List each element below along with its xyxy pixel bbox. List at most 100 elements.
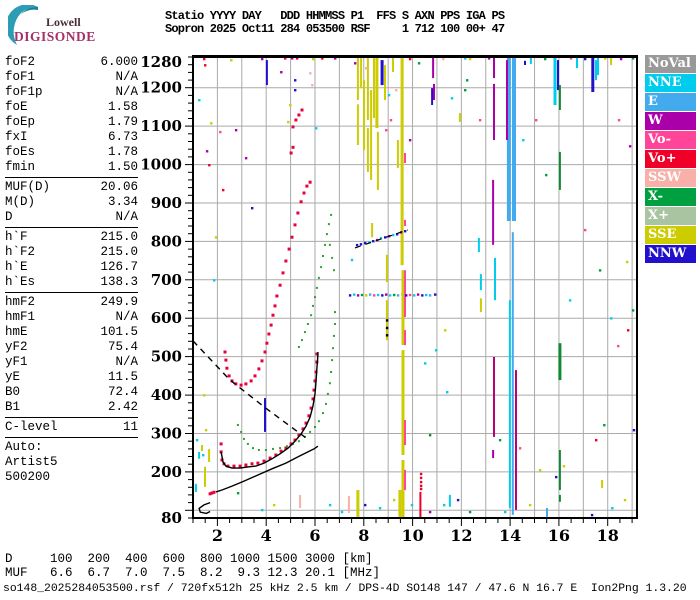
param-value: 20.06 (100, 180, 138, 194)
legend-item-x+: X+ (645, 207, 696, 225)
param-label: hmF1 (5, 310, 36, 324)
legend-item-nne: NNE (645, 74, 696, 92)
panel-divider (5, 227, 138, 228)
svg-text:16: 16 (548, 526, 570, 545)
panel-divider (5, 177, 138, 178)
panel-param-row: hmF2 249.9 (5, 295, 138, 310)
trace-artist-fitted-trace (220, 352, 319, 469)
param-label: h`F (5, 230, 28, 244)
param-value: 1.58 (107, 100, 138, 114)
param-label: h`F2 (5, 245, 36, 259)
panel-text-row: Auto: (5, 440, 43, 454)
y-axis-labels: 1280 1200 1100 1000 900 800 700 600 500 400 300 200… (140, 53, 182, 527)
param-value: 138.3 (100, 275, 138, 289)
param-label: foF1p (5, 85, 43, 99)
legend-item-x-: X- (645, 188, 696, 206)
panel-param-row: foF2 6.000 (5, 55, 138, 70)
svg-text:1280: 1280 (140, 53, 182, 71)
logo-text-digisonde: DIGISONDE (14, 29, 96, 44)
panel-param-row: h`E 126.7 (5, 260, 138, 275)
trace-artist-profile (215, 445, 319, 493)
grid (193, 57, 637, 518)
muf-row: MUF 6.6 6.7 7.0 7.5 8.2 9.3 12.3 20.1 [M… (5, 566, 381, 580)
param-label: M(D) (5, 195, 36, 209)
panel-param-row: yE 11.5 (5, 370, 138, 385)
legend-item-noval: NoVal (645, 55, 696, 73)
panel-param-row: hmF1 N/A (5, 310, 138, 325)
param-label: fmin (5, 160, 36, 174)
param-label: yE (5, 370, 21, 384)
param-value: N/A (115, 310, 138, 324)
param-value: 215.0 (100, 245, 138, 259)
param-value: 101.5 (100, 325, 138, 339)
panel-param-row: yF1 N/A (5, 355, 138, 370)
panel-text-row: 500200 (5, 470, 51, 484)
panel-divider (5, 292, 138, 293)
param-label: B1 (5, 400, 21, 414)
svg-text:1100: 1100 (140, 117, 182, 135)
trace-artist-profile-hook (198, 501, 211, 515)
rfi-stripes (194, 57, 613, 518)
param-label: h`E (5, 260, 28, 274)
svg-text:12: 12 (450, 526, 472, 545)
panel-param-row: foEs 1.78 (5, 145, 138, 160)
panel-param-row: h`Es 138.3 (5, 275, 138, 290)
panel-text-row: Artist5 (5, 455, 58, 469)
svg-text:18: 18 (597, 526, 619, 545)
trace-multi-hop-dashed (354, 229, 408, 249)
svg-text:2: 2 (212, 526, 223, 545)
svg-text:500: 500 (151, 348, 182, 366)
param-value: 249.9 (100, 295, 138, 309)
param-label: D (5, 210, 13, 224)
param-label: hmE (5, 325, 28, 339)
svg-text:600: 600 (151, 309, 182, 327)
distance-row: D 100 200 400 600 800 1000 1500 3000 [km… (5, 552, 373, 566)
param-value: 6.000 (100, 55, 138, 69)
param-value: N/A (115, 70, 138, 84)
legend-item-e: E (645, 93, 696, 111)
file-info-row: so148_2025284053500.rsf / 720fx512h 25 k… (3, 583, 687, 595)
svg-text:1000: 1000 (140, 156, 182, 174)
param-value: 215.0 (100, 230, 138, 244)
param-label: foEp (5, 115, 36, 129)
panel-param-row: M(D) 3.34 (5, 195, 138, 210)
svg-text:8: 8 (358, 526, 369, 545)
param-value: 126.7 (100, 260, 138, 274)
legend-item-sse: SSE (645, 226, 696, 244)
param-value: 11.5 (107, 370, 138, 384)
svg-text:1200: 1200 (140, 79, 182, 97)
legend-item-vo-: Vo- (645, 131, 696, 149)
panel-param-row: foEp 1.79 (5, 115, 138, 130)
digisonde-logo: Lowell DIGISONDE (5, 4, 138, 49)
trace-third-order-o-bits (289, 108, 304, 155)
param-value: N/A (115, 355, 138, 369)
echo-direction-legend: NoVal NNE E W Vo- Vo+ SSW X- X+ SSE NNW (645, 55, 696, 264)
param-label: yF2 (5, 340, 28, 354)
param-label: hmF2 (5, 295, 36, 309)
panel-param-row: foF1 N/A (5, 70, 138, 85)
svg-text:200: 200 (151, 463, 182, 481)
panel-param-row: B1 2.42 (5, 400, 138, 415)
panel-param-row: h`F2 215.0 (5, 245, 138, 260)
svg-text:10: 10 (401, 526, 423, 545)
trace-second-order-x-trace (297, 213, 335, 348)
panel-param-row: hmE 101.5 (5, 325, 138, 340)
param-value: 1.50 (107, 160, 138, 174)
param-label: foF1 (5, 70, 36, 84)
legend-item-nnw: NNW (645, 245, 696, 263)
svg-text:700: 700 (151, 271, 182, 289)
param-label: fxI (5, 130, 28, 144)
param-value: 1.79 (107, 115, 138, 129)
svg-text:300: 300 (151, 425, 182, 443)
param-label: yF1 (5, 355, 28, 369)
panel-param-row: D N/A (5, 210, 138, 225)
svg-text:6: 6 (309, 526, 320, 545)
logo-text-lowell: Lowell (46, 15, 81, 29)
svg-text:400: 400 (151, 386, 182, 404)
legend-item-w: W (645, 112, 696, 130)
panel-param-row: B0 72.4 (5, 385, 138, 400)
svg-text:80: 80 (161, 509, 182, 527)
param-value: N/A (115, 210, 138, 224)
